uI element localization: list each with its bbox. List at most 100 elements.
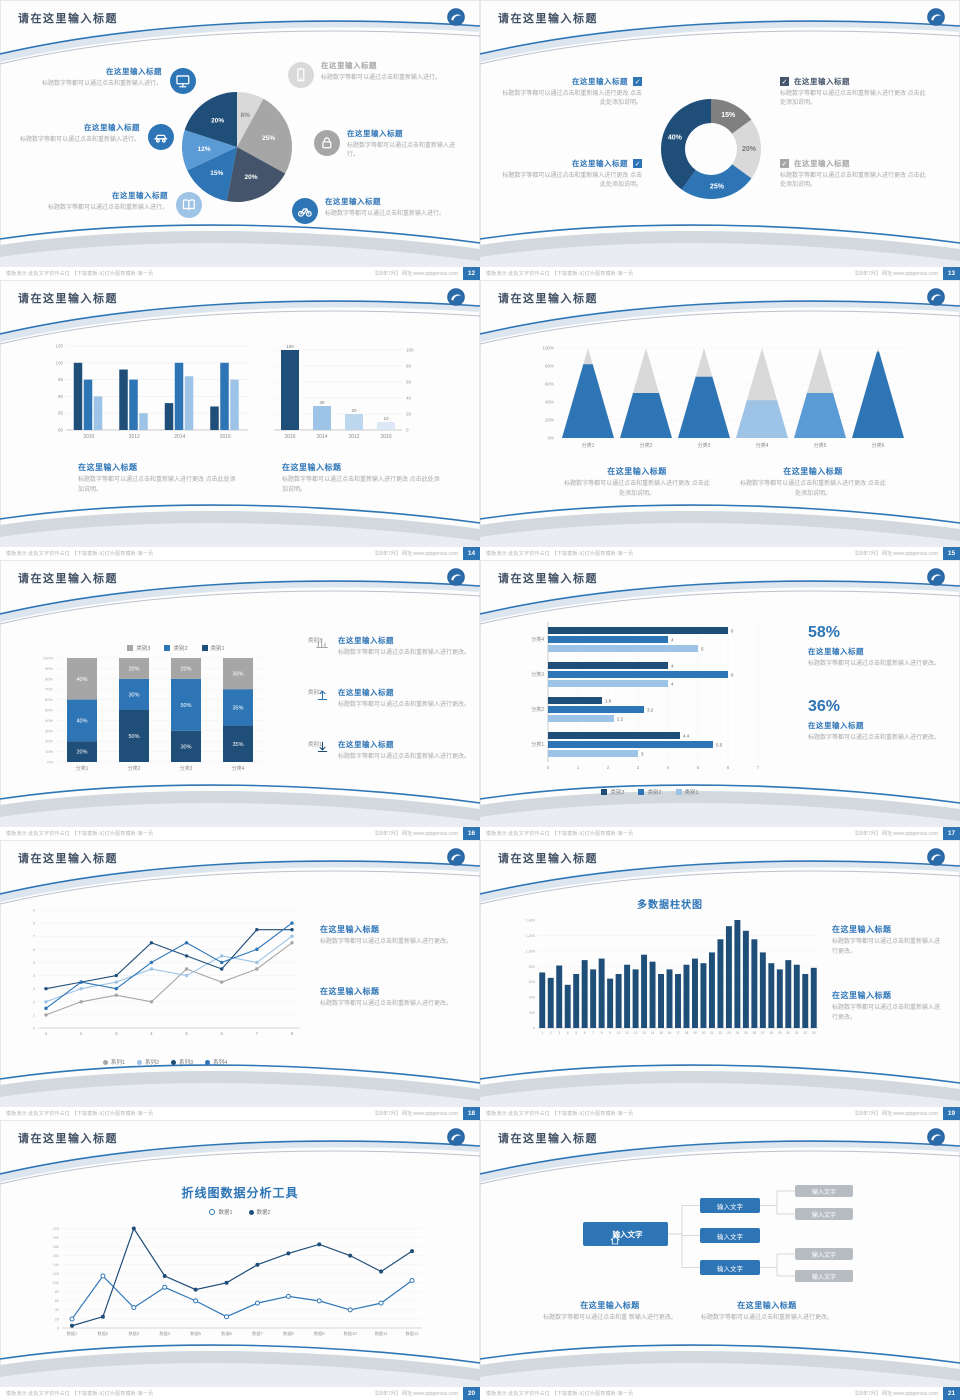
bottom-swoosh-decoration <box>480 504 960 547</box>
chart-text: 800 <box>529 965 535 969</box>
slide-page-18[interactable]: 请在这里输入标题 0 1 2 3 4 5 6 7 8 9 1 2 3 4 5 6 7 8 系列1 系列2 系列3 系列4 在… <box>0 840 480 1120</box>
chart-text: 80% <box>45 676 53 681</box>
chart-text: 4 <box>567 1031 569 1035</box>
chart-text: 0% <box>47 760 53 765</box>
page-number: 14 <box>463 547 480 560</box>
checkbox-icon[interactable]: ✓ <box>780 77 789 86</box>
chart-text: 2 <box>33 999 36 1004</box>
check-item: 在这里输入标题 ✓ 标题数字等都可以通过点击和重新输入进行更改 点击此处添加说明。 <box>498 158 642 190</box>
chart-text: 30% <box>45 728 53 733</box>
chart-text: 26 <box>753 1031 757 1035</box>
chart-text: 60% <box>45 697 53 702</box>
bar <box>548 750 638 757</box>
chart-text: 2014 <box>174 434 185 440</box>
slide-footer: 模板演示:此处文字仅作占位 【下载模板·幻灯片图表模板·第一页 【09年7月】 … <box>0 1387 480 1400</box>
slide-page-14[interactable]: 请在这里输入标题 80 85 90 95 100 105 2010 2012 2014 2016 0… <box>0 280 480 560</box>
category-label: 类别3 <box>307 638 323 644</box>
chart-text: 9 <box>33 908 36 913</box>
callout-title: 在这里输入标题 <box>338 636 394 645</box>
block-title: 在这里输入标题 <box>320 987 380 996</box>
checkbox-icon[interactable]: ✓ <box>780 159 789 168</box>
bar-segment <box>67 658 97 700</box>
check-item-title: 在这里输入标题 <box>794 77 850 86</box>
chart-text: 1.8 <box>605 699 612 704</box>
chart-text: 50% <box>45 708 53 713</box>
bar <box>776 969 783 1028</box>
bar <box>624 964 631 1028</box>
callout-item: 在这里输入标题 标题数字等都可以通过点击和重新输入进行。 <box>8 122 140 145</box>
slide-page-12[interactable]: 请在这里输入标题 8% 25% 20% 15% 12% 20% 在这里输入标题 标题数字等都可… <box>0 0 480 280</box>
chart-text: 4 <box>671 664 674 669</box>
text-block: 在这里输入标题 标题数字等都可以通过点击和重新输入进行更改。 <box>688 1300 846 1324</box>
slide-title: 请在这里输入标题 <box>498 13 598 25</box>
slide-page-15[interactable]: 请在这里输入标题 0% 20% 40% 60% 80% 100% 分类1 分类2 分类3 分类4 分… <box>480 280 960 560</box>
lock-icon <box>322 137 332 149</box>
block-title: 在这里输入标题 <box>783 467 843 476</box>
bottom-swoosh-decoration <box>0 1344 480 1387</box>
top-swoosh-decoration <box>480 300 960 345</box>
page-number: 15 <box>943 547 960 560</box>
slide-page-13[interactable]: 请在这里输入标题 15% 20% 25% 40% 在这里输入标题 ✓ 标题数字等都可以通过点… <box>480 0 960 280</box>
pie-slice <box>237 92 264 147</box>
line-series <box>45 942 293 1016</box>
footer-left-text: 模板演示:此处文字仅作占位 【下载模板·幻灯片图表模板·第一页 <box>486 271 634 277</box>
chart-text: 1,000 <box>525 949 535 953</box>
car-icon <box>154 134 168 143</box>
chart-legend: 类别3 类别2 类别1 <box>86 644 266 652</box>
chart-text: 3 <box>641 752 644 757</box>
chart-text: 20 <box>702 1031 706 1035</box>
pyramid-fill <box>736 400 788 438</box>
footer-left-text: 模板演示:此处文字仅作占位 【下载模板·幻灯片图表模板·第一页 <box>486 1391 634 1397</box>
bar-segment <box>119 678 149 710</box>
slide-page-19[interactable]: 请在这里输入标题 多数据柱状图 0 200 400 600 800 1,000 1,200 1,… <box>480 840 960 1120</box>
chart-text: 0 <box>547 765 550 770</box>
block-desc: 标题数字等都可以通过点击和重新输入进行更改 点击此处添加说明。 <box>282 477 440 493</box>
chart-text: 80% <box>545 364 554 369</box>
chart-text: 160 <box>53 1254 59 1258</box>
slide-page-17[interactable]: 请在这里输入标题 0 1 2 3 4 5 6 7 分类4 6 4 5 分类3 4 6 4 分类2 1.8 3.2 2.… <box>480 560 960 840</box>
checkbox-icon[interactable]: ✓ <box>633 159 642 168</box>
chart-text: 20% <box>742 146 757 153</box>
slide-page-21[interactable]: 请在这里输入标题 输入文字 输入文字 输入文字 输入文字 输入文字 输入文字 输入文字 输入文… <box>480 1120 960 1400</box>
top-swoosh-decoration <box>0 860 480 905</box>
legend-callout: 在这里输入标题 标题数字等都可以通过点击和重新输入进行更改。 <box>338 635 472 658</box>
slide-footer: 模板演示:此处文字仅作占位 【下载模板·幻灯片图表模板·第一页 【09年7月】 … <box>480 1107 960 1120</box>
chart-text: 6 <box>731 629 734 634</box>
chart-text: 80 <box>55 1290 59 1294</box>
bar <box>377 422 395 430</box>
chart-text: 30% <box>232 672 243 678</box>
legend-item: 系列3 <box>171 1058 193 1066</box>
checkbox-icon[interactable]: ✓ <box>633 77 642 86</box>
diagram-root-node: 输入文字 <box>583 1222 668 1246</box>
chart-text: 分类4 <box>756 442 769 449</box>
slide-page-20[interactable]: 请在这里输入标题 折线图数据分析工具 数据1 数据2 0 20 40 60 80 100 120 1… <box>0 1120 480 1400</box>
chart-text: 95 <box>58 377 64 382</box>
chart-text: 0 <box>33 1026 36 1031</box>
chart-text: 分类1 <box>582 442 595 449</box>
chart-text: 70% <box>45 687 53 692</box>
legend-callout: 在这里输入标题 标题数字等都可以通过点击和重新输入进行更改。 <box>338 739 472 762</box>
chart-text: 数据5 <box>190 1330 201 1337</box>
stat-desc: 标题数字等都可以通过点击和重新输入进行更改。 <box>808 734 941 741</box>
slide-page-16[interactable]: 请在这里输入标题 类别3 类别2 类别1 0% 10% 20% 30% 40% 50% 60% 70… <box>0 560 480 840</box>
block-title: 在这里输入标题 <box>78 463 138 472</box>
grouped-bar-chart: 80 85 90 95 100 105 2010 2012 2014 2016 <box>55 344 248 440</box>
category-label: 类别1 <box>307 742 323 748</box>
footer-left-text: 模板演示:此处文字仅作占位 【下载模板·幻灯片图表模板·第一页 <box>486 1111 634 1117</box>
slide-title: 请在这里输入标题 <box>18 293 118 305</box>
callout-item: 在这里输入标题 标题数字等都可以通过点击和重新输入进行。 <box>30 66 162 89</box>
bar <box>641 954 648 1028</box>
bar <box>717 939 724 1028</box>
slide-footer: 模板演示:此处文字仅作占位 【下载模板·幻灯片图表模板·第一页 【09年7月】 … <box>480 267 960 280</box>
chart-text: 1 <box>45 1031 48 1036</box>
slide-title: 请在这里输入标题 <box>18 1133 118 1145</box>
bar-segment <box>119 658 149 679</box>
chart-text: 4 <box>667 765 670 770</box>
bar <box>220 362 229 430</box>
chart-text: 6 <box>220 1031 223 1036</box>
callout-title: 在这里输入标题 <box>112 191 168 200</box>
callout-desc: 标题数字等都可以通过点击和重新输入进行。 <box>19 136 140 143</box>
arrow-down-icon: 类别1 <box>300 739 330 753</box>
chart-text: 分类3 <box>698 442 711 449</box>
chart-text: 30 <box>319 400 325 405</box>
